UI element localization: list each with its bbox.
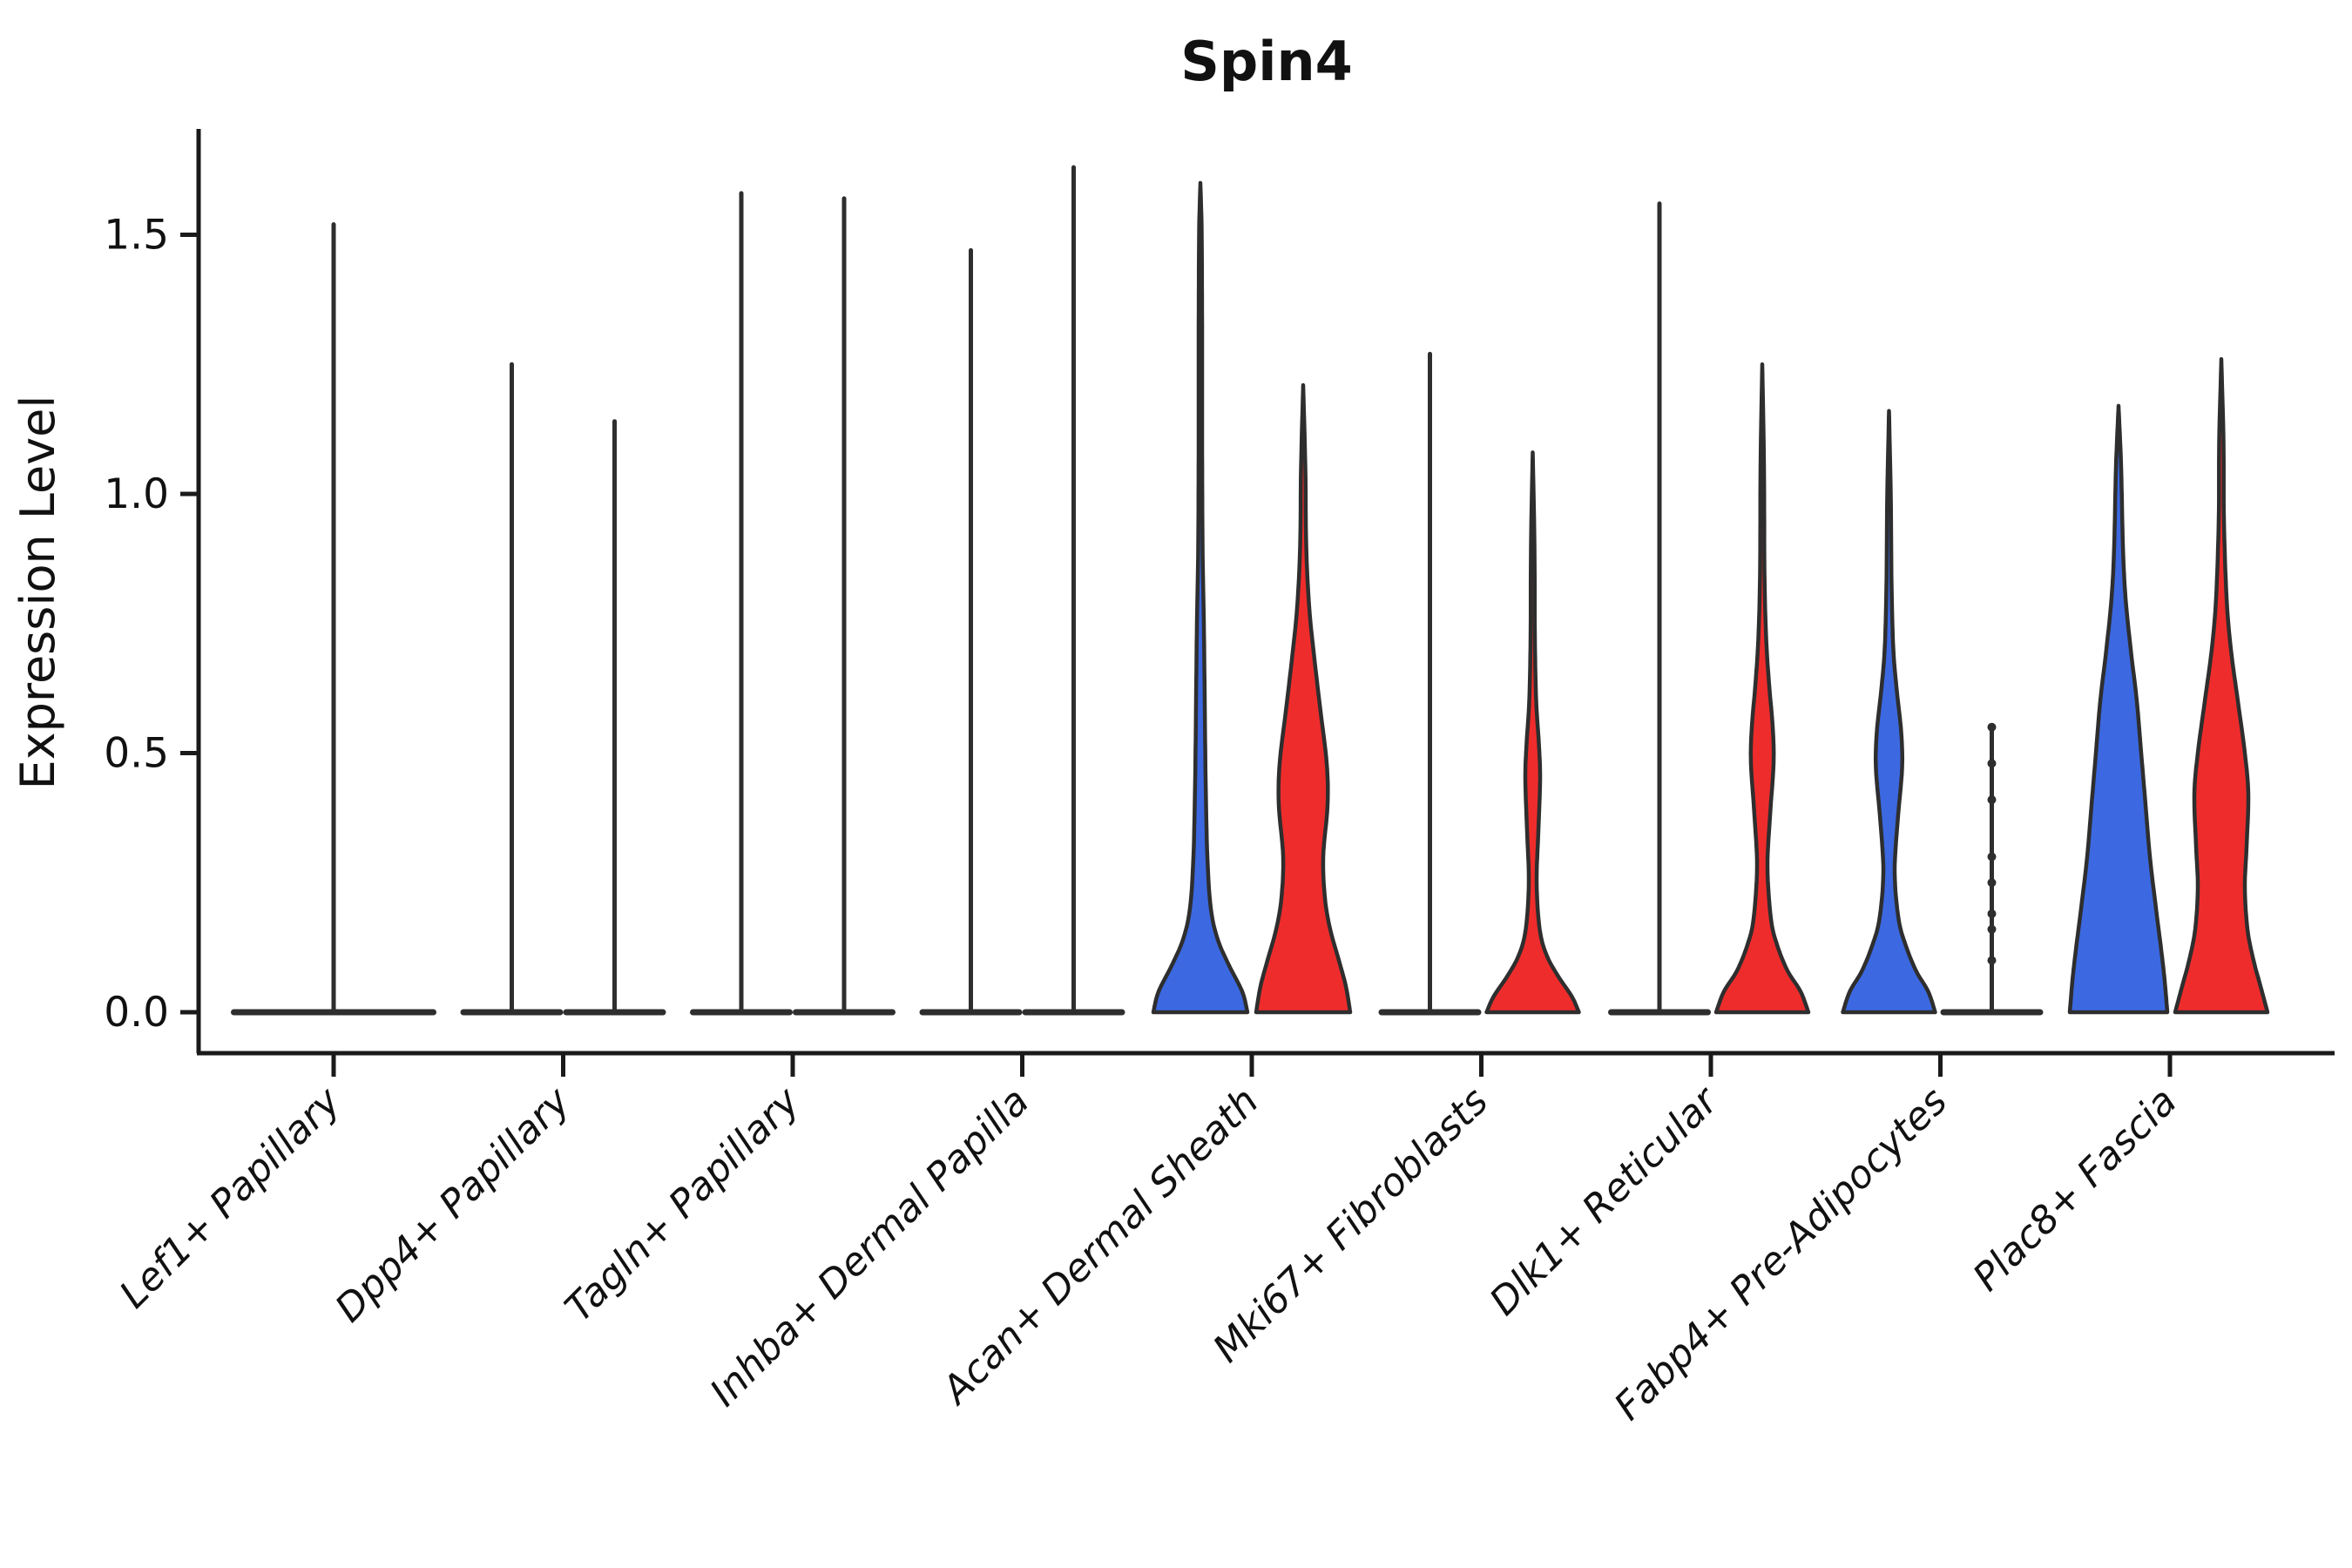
violin-plac8-fascia-red: [2173, 357, 2270, 1015]
y-tick-label: 0.5: [104, 730, 169, 778]
y-tick-label: 0.0: [104, 989, 169, 1037]
x-tick-label: Tagln+ Papillary: [557, 1078, 808, 1330]
x-tick-label: Dlk1+ Reticular: [1481, 1078, 1727, 1324]
violin-fabp4-pre-adipocytes-red-dot: [1987, 956, 1997, 965]
x-tick-label: Dpp4+ Papillary: [327, 1078, 579, 1331]
violin-mki67-fibroblasts-red: [1484, 450, 1581, 1015]
violin-fabp4-pre-adipocytes-red-dot: [1987, 759, 1997, 768]
axes: 0.0 0.5 1.0 1.5: [104, 129, 2335, 1077]
violin-acan-dermal-sheath-red: [1254, 382, 1353, 1015]
y-tick-label: 1.0: [104, 470, 169, 518]
x-tick-label: Plac8+ Fascia: [1964, 1079, 2185, 1300]
violin-fabp4-pre-adipocytes-red-dot: [1987, 795, 1997, 805]
violin-fabp4-pre-adipocytes-blue: [1841, 409, 1937, 1015]
y-tick-label: 1.5: [104, 212, 169, 260]
violin-plac8-fascia-blue: [2067, 403, 2170, 1015]
violins-layer: [231, 165, 2270, 1016]
y-axis-label: Expression Level: [10, 395, 65, 790]
violin-fabp4-pre-adipocytes-red-dot: [1987, 722, 1997, 732]
violin-fabp4-pre-adipocytes-red-dot: [1987, 852, 1997, 862]
chart-title: Spin4: [1180, 30, 1353, 93]
violin-fabp4-pre-adipocytes-red-dot: [1987, 909, 1997, 918]
violin-dlk1-reticular-red: [1713, 362, 1811, 1015]
violin-fabp4-pre-adipocytes-red-dot: [1987, 924, 1997, 934]
x-tick-label: Lef1+ Papillary: [112, 1078, 350, 1317]
violin-fabp4-pre-adipocytes-red-dot: [1987, 878, 1997, 888]
violin-acan-dermal-sheath-blue: [1151, 180, 1250, 1015]
